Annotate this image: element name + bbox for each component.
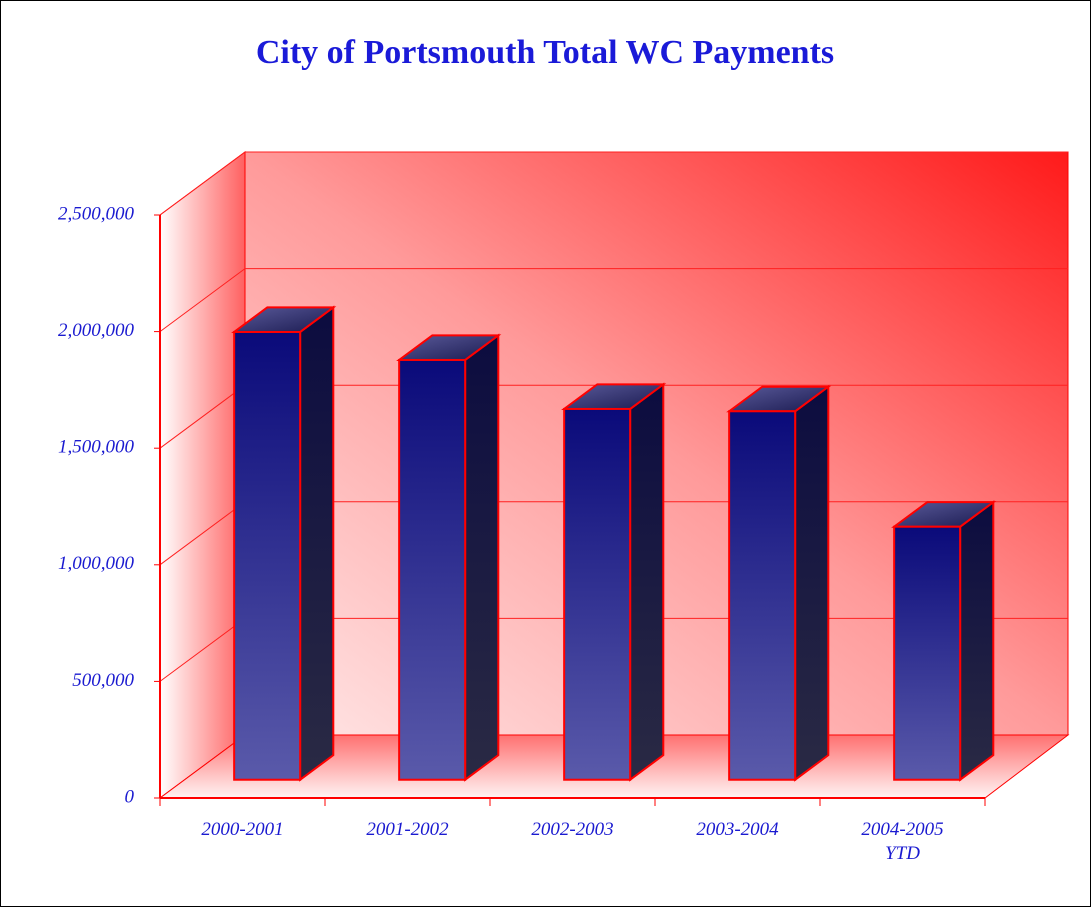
bar xyxy=(728,410,797,781)
y-tick-label: 1,000,000 xyxy=(58,553,135,574)
chart-title: City of Portsmouth Total WC Payments xyxy=(256,34,834,71)
side-wall xyxy=(159,151,246,799)
y-tick-label: 0 xyxy=(125,786,135,807)
bar-side xyxy=(464,333,500,782)
bar xyxy=(233,330,302,781)
bar xyxy=(563,407,632,781)
y-tick-label: 500,000 xyxy=(72,670,134,691)
grid-line xyxy=(159,617,246,682)
bar xyxy=(398,358,467,781)
bar xyxy=(893,525,962,781)
bar-side xyxy=(794,384,830,782)
x-tick-label: 2002-2003 xyxy=(531,819,614,840)
grid-line xyxy=(159,501,246,566)
x-tick-label: 2004-2005 YTD xyxy=(861,819,944,864)
bar-side xyxy=(959,500,995,782)
grid-line xyxy=(159,384,246,449)
y-tick-label: 1,500,000 xyxy=(58,437,135,458)
y-tick-label: 2,000,000 xyxy=(58,320,135,341)
bar-side xyxy=(629,382,665,782)
bar-side xyxy=(299,305,335,782)
x-tick-label: 2003-2004 xyxy=(696,819,779,840)
x-tick-label: 2000-2001 xyxy=(201,819,284,840)
grid-line xyxy=(159,151,246,216)
x-tick-label: 2001-2002 xyxy=(366,819,449,840)
y-tick-label: 2,500,000 xyxy=(58,203,135,224)
grid-line xyxy=(159,268,246,333)
